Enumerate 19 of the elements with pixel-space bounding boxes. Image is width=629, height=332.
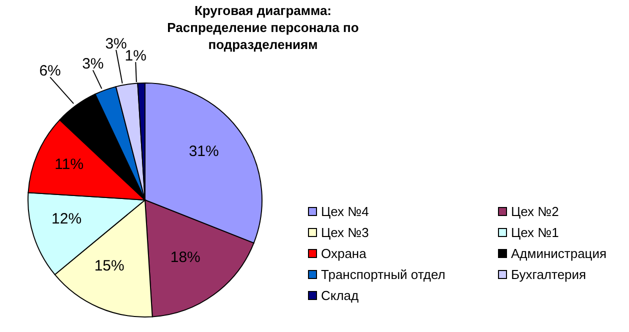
legend-label: Транспортный отдел: [321, 267, 446, 282]
data-label: 1%: [124, 48, 146, 65]
legend-label: Склад: [321, 288, 359, 303]
data-label: 12%: [52, 210, 82, 228]
legend-label: Охрана: [321, 246, 366, 261]
legend-label: Цех №1: [511, 225, 559, 240]
legend-label: Цех №4: [321, 204, 369, 219]
data-label: 6%: [39, 62, 61, 80]
data-label: 3%: [82, 56, 104, 73]
data-label: 31%: [188, 143, 219, 160]
data-label: 18%: [170, 248, 200, 266]
legend-label: Цех №3: [321, 225, 369, 240]
legend-label: Администрация: [511, 246, 607, 261]
data-label: 15%: [94, 257, 124, 274]
chart-title: Круговая диаграмма: Распределение персонала по подразделениям: [167, 3, 359, 52]
legend-label: Цех №2: [511, 204, 559, 219]
data-label: 3%: [105, 35, 127, 52]
legend-label: Бухгалтерия: [511, 267, 586, 282]
data-label: 11%: [54, 156, 84, 173]
